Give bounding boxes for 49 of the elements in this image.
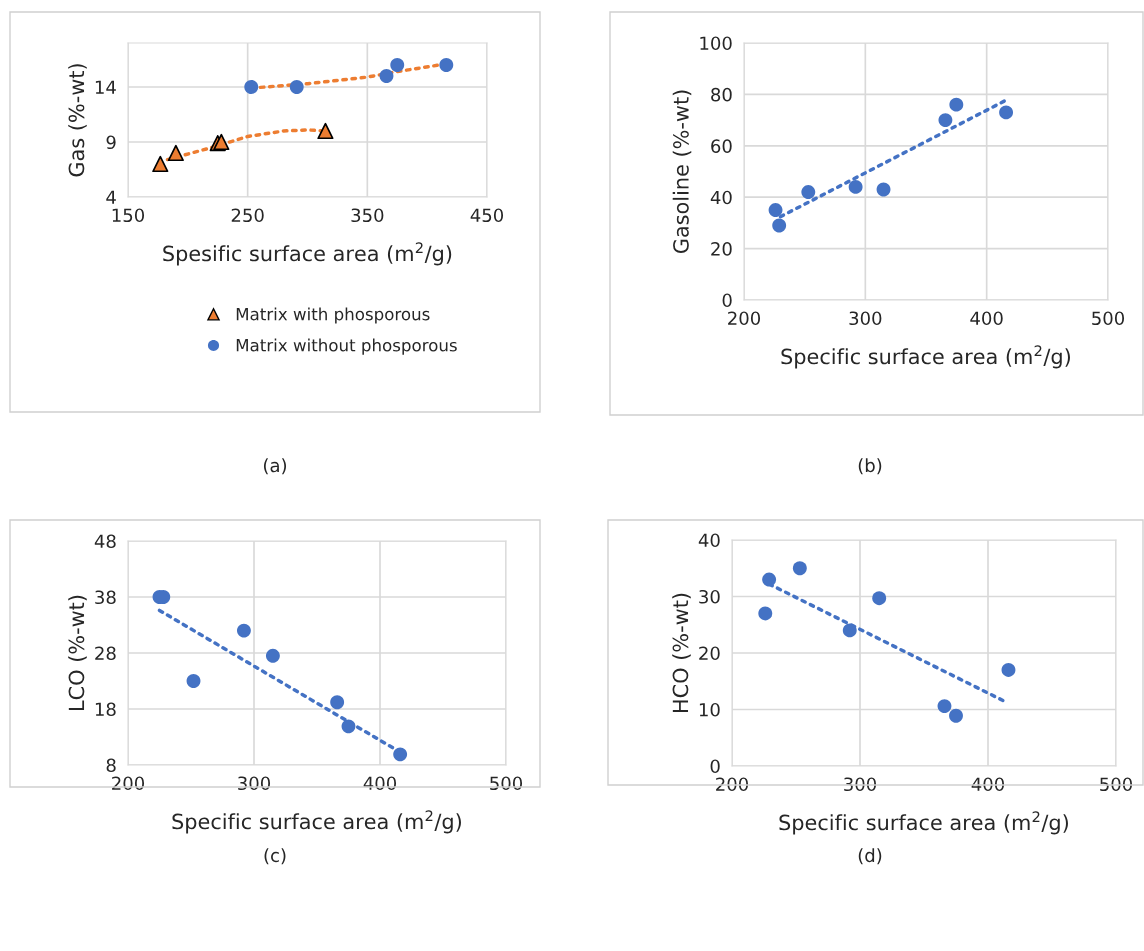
y-tick-label: 80 [711, 87, 732, 102]
text: (c) [264, 848, 286, 865]
y-tick-label: 18 [95, 702, 116, 717]
y-axis-title: Gasoline (%-wt) [672, 90, 692, 254]
x-tick-label: 300 [238, 776, 271, 791]
x-tick-label: 500 [1092, 311, 1125, 326]
x-tick-label: 500 [1100, 777, 1133, 792]
y-tick-label: 8 [106, 758, 116, 773]
x-tick-label: 500 [490, 776, 523, 791]
y-tick-label: 28 [95, 646, 116, 661]
x-tick-label: 400 [363, 776, 397, 791]
x-axis-title: Spesific surface area (m$^{2}$/g) [163, 242, 452, 266]
y-tick-label: 20 [711, 242, 732, 256]
y-tick-label: 10 [699, 702, 720, 717]
x-axis-title: Specific surface area (m$^{2}$/g) [781, 345, 1070, 369]
x-tick-label: 200 [728, 311, 761, 326]
y-tick-label: 14 [95, 80, 116, 94]
x-tick-label: 300 [849, 311, 882, 326]
y-tick-label: 20 [699, 646, 720, 661]
y-tick-label: 0 [722, 293, 732, 308]
y-tick-label: 9 [106, 135, 116, 150]
x-tick-label: 200 [112, 776, 145, 791]
x-tick-label: 450 [470, 208, 504, 223]
y-axis-title: Gas (%-wt) [68, 64, 87, 177]
y-tick-label: 40 [710, 190, 732, 205]
y-tick-label: 0 [710, 759, 720, 774]
y-axis-title: HCO (%-wt) [672, 593, 691, 712]
y-tick-label: 30 [699, 589, 720, 604]
x-tick-label: 150 [112, 208, 145, 223]
y-tick-label: 60 [711, 139, 732, 153]
x-tick-label: 250 [231, 208, 264, 223]
legend-label: Matrix with phosporous [236, 307, 430, 324]
x-axis-title: Specific surface area (m$^{2}$/g) [779, 811, 1068, 835]
x-tick-label: 400 [970, 311, 1003, 326]
y-tick-label: 4 [106, 190, 116, 204]
y-axis-title: LCO (%-wt) [68, 595, 87, 710]
text: (b) [858, 458, 882, 475]
x-tick-label: 350 [351, 208, 384, 223]
x-axis-title: Specific surface area (m$^{2}$/g) [172, 810, 461, 834]
text: (a) [263, 458, 287, 475]
text: (d) [858, 848, 882, 865]
y-tick-label: 40 [698, 533, 720, 548]
y-tick-label: 48 [94, 534, 116, 549]
legend-label: Matrix without phosporous [236, 338, 457, 355]
x-tick-label: 400 [971, 777, 1005, 792]
y-tick-label: 38 [95, 590, 116, 605]
x-tick-label: 200 [716, 777, 749, 792]
y-tick-label: 100 [700, 36, 732, 51]
x-tick-label: 300 [844, 777, 877, 792]
